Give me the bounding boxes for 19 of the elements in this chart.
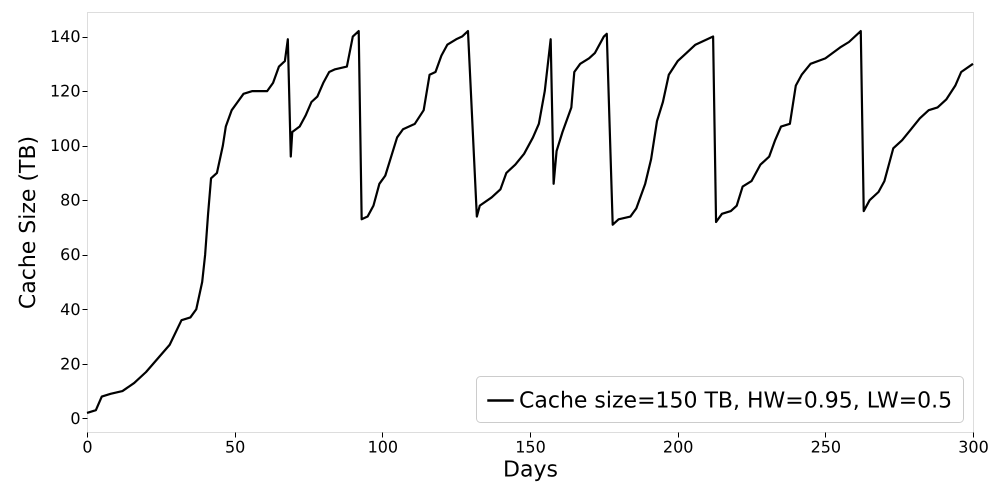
- x-tick-label: 50: [224, 438, 246, 456]
- y-tick-label: 20: [60, 354, 80, 374]
- y-tick-label: 0: [70, 408, 80, 428]
- y-tick-label: 60: [60, 245, 80, 264]
- y-tick-label: 80: [60, 190, 80, 210]
- y-tick-label: 100: [50, 136, 80, 156]
- x-axis-title: Days: [503, 458, 558, 482]
- y-axis-title: Cache Size (TB): [16, 136, 41, 310]
- x-tick-label: 150: [515, 438, 546, 456]
- x-tick-label: 0: [82, 438, 93, 456]
- line-series: [86, 30, 974, 414]
- x-tick-label: 250: [810, 438, 842, 456]
- x-tick-label: 300: [958, 438, 988, 456]
- x-tick-label: 100: [368, 438, 398, 456]
- x-tick-label: 200: [662, 438, 694, 456]
- y-tick-label: 40: [60, 300, 80, 319]
- y-tick-label: 120: [50, 82, 80, 101]
- y-tick-label: 140: [50, 27, 80, 46]
- legend-label: Cache size=150 TB, HW=0.95, LW=0.5: [519, 388, 952, 414]
